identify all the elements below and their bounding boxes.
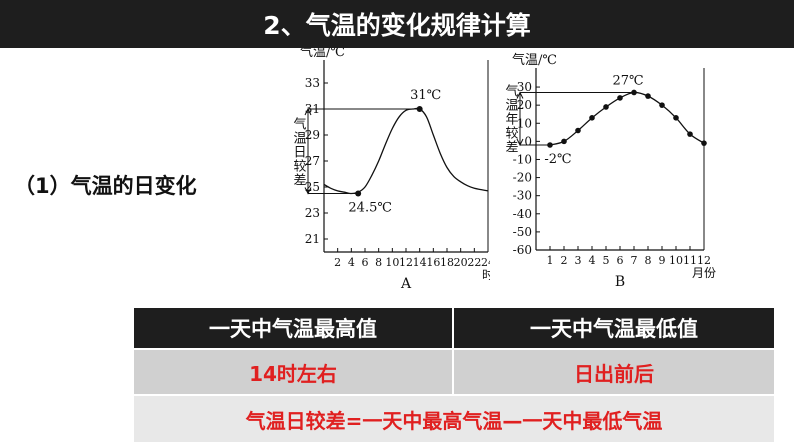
- x-tick-label: 10: [385, 256, 399, 269]
- x-tick-label: 7: [631, 254, 638, 267]
- value-min-time: 日出前后: [574, 361, 654, 386]
- marker-label: -2℃: [544, 152, 571, 167]
- x-unit-label: 月份: [692, 266, 716, 280]
- range-label-char: 较: [505, 127, 518, 142]
- table-data-row: 14时左右 日出前后: [134, 348, 774, 394]
- section-label: （1）气温的日变化: [14, 174, 197, 198]
- x-tick-label: 24: [481, 256, 490, 269]
- y-tick-label: -40: [513, 207, 532, 221]
- y-tick-label: -10: [513, 152, 532, 166]
- marker-label: 24.5℃: [348, 201, 392, 216]
- y-tick-label: -30: [513, 189, 532, 203]
- data-point: [589, 115, 595, 121]
- range-label-char: 气: [293, 116, 306, 132]
- marker-label: 31℃: [410, 88, 441, 103]
- y-tick-label: 23: [305, 206, 320, 220]
- x-tick-label: 11: [683, 254, 697, 267]
- header-min-temp: 一天中气温最低值: [530, 317, 698, 341]
- x-tick-label: 2: [334, 256, 341, 269]
- x-tick-label: 2: [561, 254, 568, 267]
- x-unit-label: 时: [482, 268, 490, 282]
- y-tick-label: 29: [305, 128, 320, 142]
- value-max-time: 14时左右: [134, 350, 454, 394]
- data-point: [645, 93, 651, 99]
- x-tick-label: 16: [426, 256, 440, 269]
- comparison-table: 一天中气温最高值 一天中气温最低值 14时左右 日出前后 气温日较差=一天中最高…: [134, 308, 774, 442]
- marker-point: [416, 106, 423, 112]
- x-tick-label: 1: [547, 254, 554, 267]
- data-point: [659, 102, 665, 108]
- x-tick-label: 8: [645, 254, 652, 267]
- y-tick-label: 0: [524, 134, 532, 148]
- range-label-char: 气: [505, 84, 518, 100]
- data-point: [603, 104, 609, 110]
- daily-temperature-chart: 气温/℃2123252729313324681012141618202224时A…: [293, 48, 490, 292]
- range-label-char: 温: [293, 131, 306, 146]
- x-tick-label: 6: [362, 256, 369, 269]
- x-tick-label: 5: [603, 254, 610, 267]
- x-tick-label: 18: [440, 256, 454, 269]
- y-axis-label: 气温/℃: [512, 52, 557, 68]
- x-tick-label: 4: [589, 254, 596, 267]
- range-label-char: 差: [293, 173, 306, 188]
- header-max-temp: 一天中气温最高值: [134, 308, 454, 348]
- y-tick-label: -20: [513, 171, 532, 185]
- range-label-char: 较: [293, 159, 306, 174]
- data-point: [673, 115, 679, 121]
- x-tick-label: 9: [659, 254, 666, 267]
- range-label-char: 差: [505, 141, 518, 156]
- x-tick-label: 3: [575, 254, 582, 267]
- temperature-curve: [323, 107, 489, 195]
- y-axis-label: 气温/℃: [300, 48, 345, 60]
- x-tick-label: 6: [617, 254, 624, 267]
- y-tick-label: 10: [517, 116, 532, 130]
- panel-label: A: [400, 276, 412, 292]
- x-tick-label: 12: [697, 254, 711, 267]
- x-tick-label: 4: [348, 256, 355, 269]
- y-tick-label: 21: [305, 232, 320, 246]
- data-point: [575, 127, 581, 134]
- marker-label: 27℃: [612, 73, 643, 88]
- data-point: [617, 95, 623, 101]
- range-label-char: 日: [293, 145, 306, 160]
- formula-text: 气温日较差=一天中最高气温—一天中最低气温: [134, 394, 774, 442]
- x-tick-label: 12: [399, 256, 413, 269]
- title-bar: 2、气温的变化规律计算: [0, 0, 794, 48]
- y-tick-label: -50: [513, 225, 532, 239]
- panel-label: B: [615, 274, 625, 290]
- x-tick-label: 22: [467, 256, 481, 269]
- data-point: [687, 131, 693, 137]
- x-tick-label: 14: [413, 256, 427, 269]
- y-tick-label: 33: [305, 76, 320, 90]
- page-title: 2、气温的变化规律计算: [263, 11, 531, 40]
- temperature-curve: [549, 91, 705, 146]
- x-tick-label: 20: [454, 256, 468, 269]
- marker-point: [355, 190, 362, 197]
- range-label-char: 年: [505, 113, 518, 128]
- range-label-char: 温: [505, 99, 518, 114]
- y-tick-label: 20: [517, 98, 532, 112]
- x-tick-label: 10: [669, 254, 683, 267]
- data-point: [561, 138, 567, 145]
- table-header-row: 一天中气温最高值 一天中气温最低值: [134, 308, 774, 348]
- y-tick-label: 25: [305, 180, 320, 194]
- data-point: [701, 140, 707, 146]
- y-tick-label: -60: [513, 243, 532, 257]
- y-tick-label: 30: [517, 80, 532, 94]
- x-tick-label: 8: [375, 256, 382, 269]
- y-tick-label: 27: [305, 154, 320, 168]
